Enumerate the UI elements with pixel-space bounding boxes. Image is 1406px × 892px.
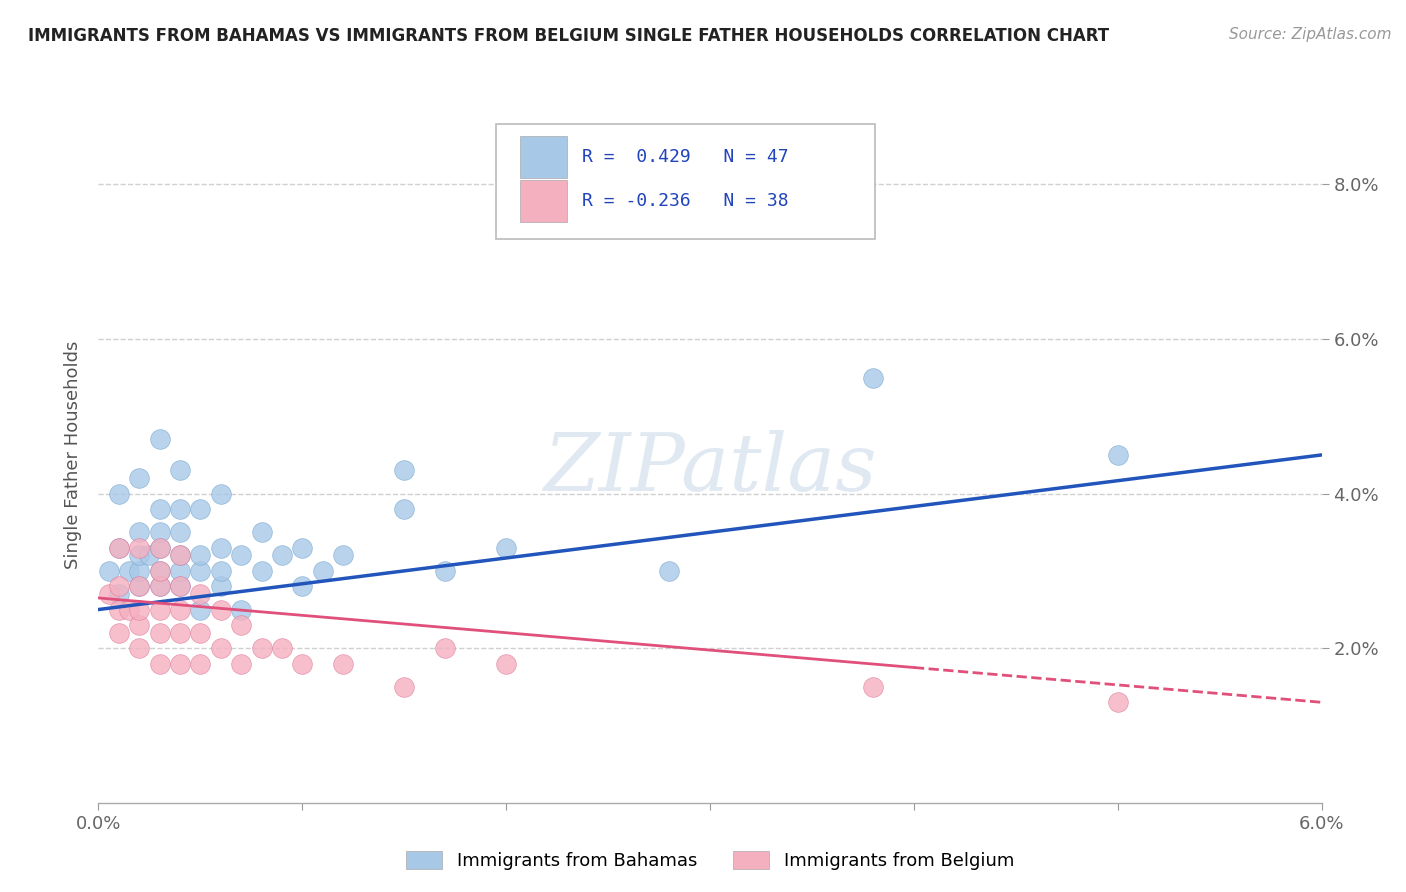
- FancyBboxPatch shape: [496, 124, 875, 239]
- Point: [169, 525, 191, 540]
- Point: [332, 549, 354, 563]
- Point: [291, 657, 314, 671]
- Point: [149, 433, 172, 447]
- Point: [231, 618, 253, 632]
- Point: [209, 579, 232, 593]
- Point: [149, 579, 172, 593]
- Bar: [520, 180, 567, 222]
- Point: [149, 625, 172, 640]
- Point: [149, 541, 172, 555]
- Point: [433, 641, 456, 656]
- Point: [169, 549, 191, 563]
- Point: [862, 370, 884, 384]
- Point: [108, 579, 131, 593]
- Point: [209, 486, 232, 500]
- Point: [108, 541, 131, 555]
- Point: [250, 641, 273, 656]
- Point: [231, 549, 253, 563]
- Point: [188, 625, 212, 640]
- Point: [311, 564, 335, 578]
- Point: [169, 602, 191, 616]
- Point: [128, 471, 150, 485]
- Text: R =  0.429   N = 47: R = 0.429 N = 47: [582, 148, 789, 166]
- Point: [433, 564, 456, 578]
- Point: [209, 564, 232, 578]
- Point: [332, 657, 354, 671]
- Point: [188, 587, 212, 601]
- Point: [128, 525, 150, 540]
- Point: [128, 579, 150, 593]
- Text: ZIPatlas: ZIPatlas: [543, 430, 877, 508]
- Point: [149, 579, 172, 593]
- Point: [97, 587, 120, 601]
- Point: [169, 625, 191, 640]
- Point: [231, 602, 253, 616]
- Legend: Immigrants from Bahamas, Immigrants from Belgium: Immigrants from Bahamas, Immigrants from…: [399, 844, 1021, 877]
- Point: [128, 541, 150, 555]
- Point: [169, 564, 191, 578]
- Point: [149, 564, 172, 578]
- Point: [97, 564, 120, 578]
- Point: [138, 549, 160, 563]
- Point: [188, 657, 212, 671]
- Point: [118, 564, 141, 578]
- Y-axis label: Single Father Households: Single Father Households: [65, 341, 83, 569]
- Point: [1107, 695, 1129, 709]
- Point: [188, 602, 212, 616]
- Point: [169, 463, 191, 477]
- Point: [149, 657, 172, 671]
- Point: [118, 602, 141, 616]
- Point: [1107, 448, 1129, 462]
- Point: [250, 564, 273, 578]
- Point: [495, 657, 517, 671]
- Text: R = -0.236   N = 38: R = -0.236 N = 38: [582, 192, 789, 210]
- Point: [169, 579, 191, 593]
- Point: [495, 541, 517, 555]
- Point: [128, 618, 150, 632]
- Point: [392, 463, 416, 477]
- Point: [108, 602, 131, 616]
- Point: [108, 625, 131, 640]
- Point: [291, 579, 314, 593]
- Point: [392, 680, 416, 694]
- Point: [209, 541, 232, 555]
- Point: [149, 602, 172, 616]
- Point: [392, 502, 416, 516]
- Point: [862, 680, 884, 694]
- Point: [169, 579, 191, 593]
- Point: [169, 549, 191, 563]
- Bar: [520, 136, 567, 178]
- Point: [658, 564, 681, 578]
- Point: [209, 602, 232, 616]
- Point: [128, 579, 150, 593]
- Text: Source: ZipAtlas.com: Source: ZipAtlas.com: [1229, 27, 1392, 42]
- Point: [128, 602, 150, 616]
- Point: [291, 541, 314, 555]
- Point: [149, 502, 172, 516]
- Point: [128, 641, 150, 656]
- Point: [128, 564, 150, 578]
- Point: [209, 641, 232, 656]
- Point: [149, 525, 172, 540]
- Point: [188, 564, 212, 578]
- Point: [270, 641, 292, 656]
- Point: [149, 541, 172, 555]
- Point: [169, 657, 191, 671]
- Text: IMMIGRANTS FROM BAHAMAS VS IMMIGRANTS FROM BELGIUM SINGLE FATHER HOUSEHOLDS CORR: IMMIGRANTS FROM BAHAMAS VS IMMIGRANTS FR…: [28, 27, 1109, 45]
- Point: [128, 549, 150, 563]
- Point: [270, 549, 292, 563]
- Point: [231, 657, 253, 671]
- Point: [250, 525, 273, 540]
- Point: [108, 587, 131, 601]
- Point: [188, 549, 212, 563]
- Point: [149, 564, 172, 578]
- Point: [169, 502, 191, 516]
- Point: [108, 541, 131, 555]
- Point: [188, 502, 212, 516]
- Point: [108, 486, 131, 500]
